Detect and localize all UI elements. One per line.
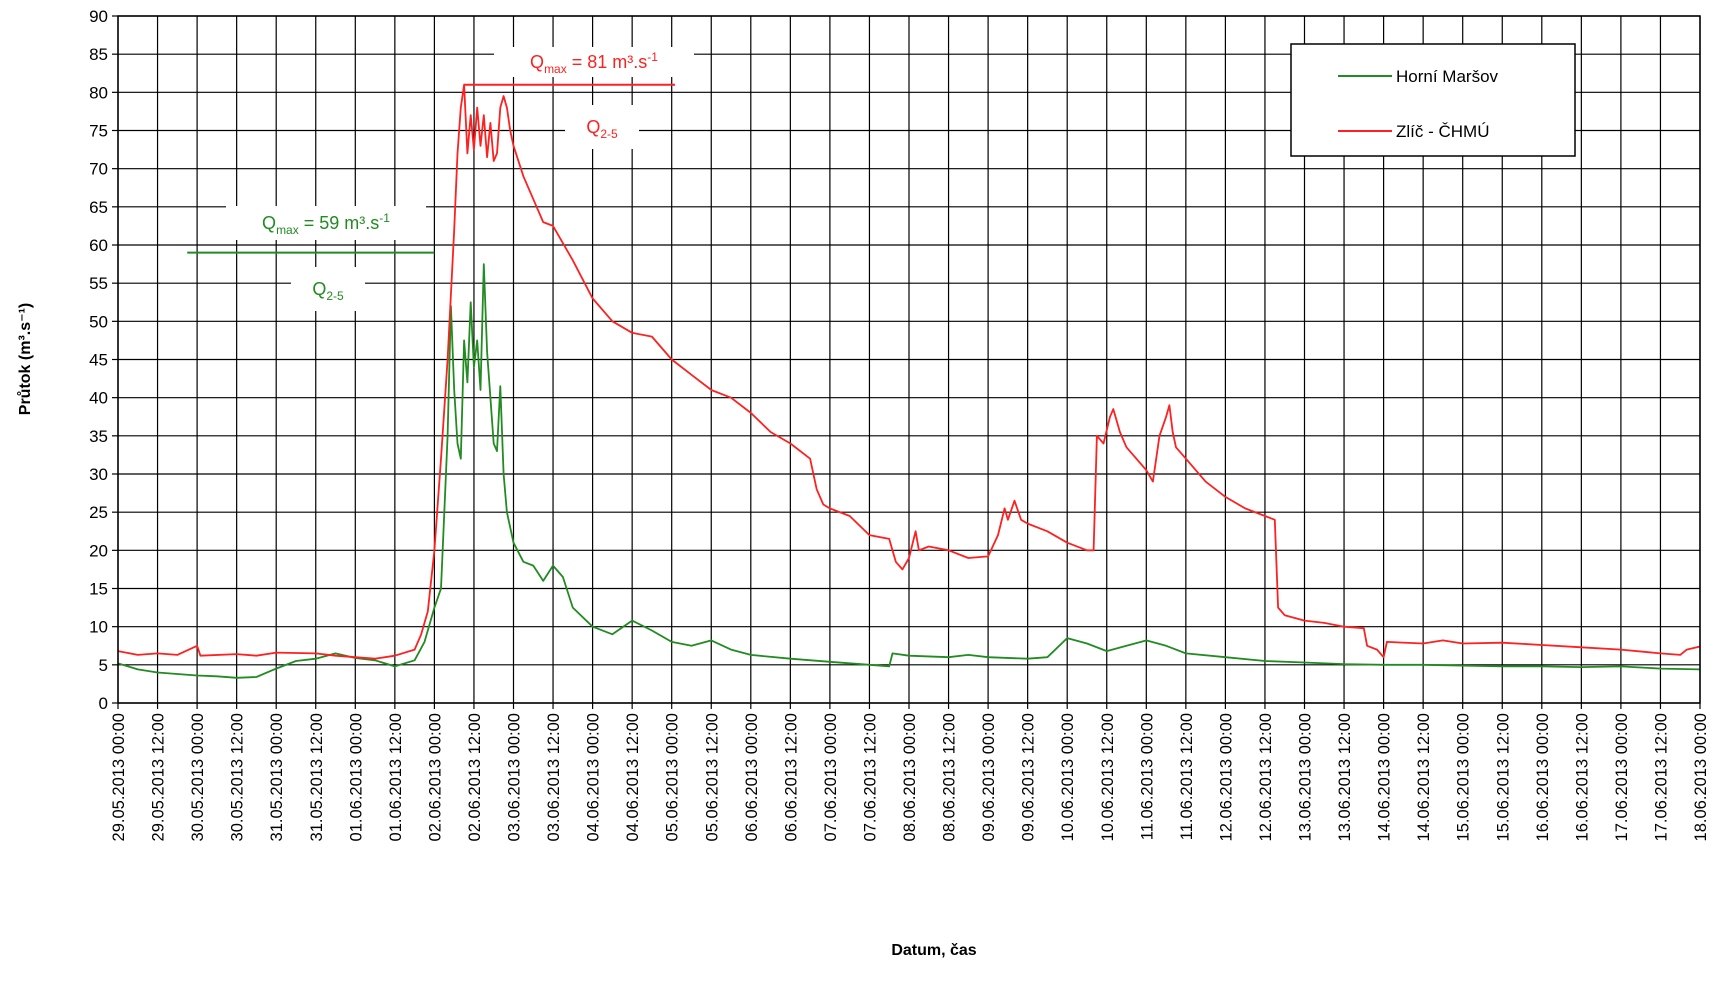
series-line-zlic-chmu [117, 83, 1701, 660]
y-tick-label: 55 [89, 274, 108, 293]
y-tick-label: 85 [89, 45, 108, 64]
x-tick-label: 12.06.2013 12:00 [1257, 713, 1275, 841]
x-tick-label: 12.06.2013 00:00 [1217, 713, 1235, 841]
x-tick-label: 14.06.2013 12:00 [1415, 713, 1433, 841]
red-qmax-label-bg [494, 47, 694, 77]
x-tick-label: 31.05.2013 12:00 [308, 713, 326, 841]
x-tick-label: 06.06.2013 12:00 [782, 713, 800, 841]
y-tick-label: 45 [89, 351, 108, 370]
x-tick-label: 11.06.2013 12:00 [1178, 713, 1196, 840]
x-tick-label: 07.06.2013 00:00 [822, 713, 840, 841]
legend: Horní Maršov Zlíč - ČHMÚ [1290, 43, 1576, 157]
x-tick-label: 03.06.2013 12:00 [545, 713, 563, 841]
y-tick-label: 15 [89, 580, 108, 599]
x-tick-label: 05.06.2013 12:00 [703, 713, 721, 841]
x-tick-label: 02.06.2013 00:00 [426, 713, 444, 841]
x-tick-label: 09.06.2013 00:00 [980, 713, 998, 841]
x-tick-label: 07.06.2013 12:00 [861, 713, 879, 841]
x-tick-label: 17.06.2013 12:00 [1652, 713, 1670, 841]
y-tick-label: 70 [89, 160, 108, 179]
x-tick-label: 16.06.2013 00:00 [1534, 713, 1552, 841]
x-tick-label: 18.06.2013 00:00 [1692, 713, 1710, 841]
x-tick-label: 17.06.2013 00:00 [1613, 713, 1631, 841]
x-tick-label: 14.06.2013 00:00 [1376, 713, 1394, 841]
axis-layer: 0 5 10 15 20 25 30 35 40 45 50 55 60 65 70 75 80 85 90 29.0… [89, 7, 1710, 841]
x-tick-label: 02.06.2013 12:00 [466, 713, 484, 841]
y-tick-label: 20 [89, 541, 108, 560]
y-tick-label: 60 [89, 236, 108, 255]
y-tick-label: 50 [89, 312, 108, 331]
green-q25-label: Q2-5 [312, 279, 344, 303]
x-tick-label: 10.06.2013 00:00 [1059, 713, 1077, 841]
green-qmax-label-bg [226, 206, 426, 240]
y-tick-label: 30 [89, 465, 108, 484]
x-tick-label: 05.06.2013 00:00 [664, 713, 682, 841]
y-axis-title: Průtok (m³.s⁻¹) [17, 303, 34, 415]
y-tick-label: 10 [89, 618, 108, 637]
y-tick-label: 90 [89, 7, 108, 26]
legend-label: Zlíč - ČHMÚ [1396, 122, 1489, 141]
x-tick-label: 11.06.2013 00:00 [1138, 713, 1156, 840]
x-tick-label: 08.06.2013 00:00 [901, 713, 919, 841]
legend-box [1290, 43, 1576, 157]
x-tick-label: 30.05.2013 12:00 [229, 713, 247, 841]
y-tick-label: 40 [89, 389, 108, 408]
x-tick-label: 01.06.2013 00:00 [347, 713, 365, 841]
x-tick-label: 29.05.2013 12:00 [150, 713, 168, 841]
x-tick-label: 08.06.2013 12:00 [941, 713, 959, 841]
red-q25-label-bg [565, 105, 639, 149]
y-tick-label: 25 [89, 503, 108, 522]
annotation-layer: Qmax = 59 m³.s-1 Q2-5 Qmax = 81 m³.s-1 Q2-5 [187, 47, 694, 311]
grid-layer [117, 15, 1701, 704]
y-tick-label: 75 [89, 122, 108, 141]
y-tick-label: 0 [99, 694, 108, 713]
y-tick-label: 35 [89, 427, 108, 446]
x-tick-label: 03.06.2013 00:00 [506, 713, 524, 841]
y-tick-label: 80 [89, 83, 108, 102]
x-tick-label: 10.06.2013 12:00 [1099, 713, 1117, 841]
green-q25-label-bg [291, 267, 365, 311]
x-tick-label: 31.05.2013 00:00 [268, 713, 286, 841]
plot-area-border [117, 15, 1701, 704]
x-tick-label: 09.06.2013 12:00 [1020, 713, 1038, 841]
x-tick-label: 13.06.2013 12:00 [1336, 713, 1354, 841]
y-tick-label: 65 [89, 198, 108, 217]
series-line-horni-marsov [117, 263, 1701, 679]
x-tick-label: 29.05.2013 00:00 [110, 713, 128, 841]
x-tick-label: 16.06.2013 12:00 [1573, 713, 1591, 841]
x-tick-label: 15.06.2013 12:00 [1494, 713, 1512, 841]
y-tick-label: 5 [99, 656, 108, 675]
legend-label: Horní Maršov [1396, 67, 1499, 86]
x-tick-label: 30.05.2013 00:00 [189, 713, 207, 841]
x-tick-label: 13.06.2013 00:00 [1297, 713, 1315, 841]
x-tick-label: 06.06.2013 00:00 [743, 713, 761, 841]
red-qmax-label: Qmax = 81 m³.s-1 [530, 50, 658, 76]
x-tick-label: 01.06.2013 12:00 [387, 713, 405, 841]
series-layer [117, 83, 1701, 679]
x-tick-label: 15.06.2013 00:00 [1455, 713, 1473, 841]
x-tick-label: 04.06.2013 00:00 [585, 713, 603, 841]
x-axis-title: Datum, čas [891, 942, 976, 959]
red-q25-label: Q2-5 [586, 117, 618, 141]
green-qmax-label: Qmax = 59 m³.s-1 [262, 211, 390, 237]
x-tick-label: 04.06.2013 12:00 [624, 713, 642, 841]
